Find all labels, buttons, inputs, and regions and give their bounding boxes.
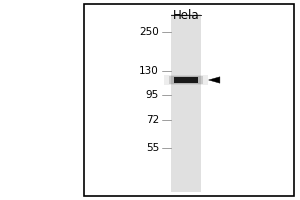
- Bar: [164, 75, 208, 85]
- Text: Hela: Hela: [173, 9, 199, 22]
- Bar: [84, 4, 294, 196]
- Bar: [171, 14, 201, 192]
- Text: 55: 55: [146, 143, 159, 153]
- Polygon shape: [208, 77, 220, 83]
- Bar: [174, 77, 198, 83]
- Text: 72: 72: [146, 115, 159, 125]
- Text: 130: 130: [139, 66, 159, 76]
- Text: 250: 250: [139, 27, 159, 37]
- Text: 95: 95: [146, 90, 159, 100]
- Bar: [169, 76, 203, 84]
